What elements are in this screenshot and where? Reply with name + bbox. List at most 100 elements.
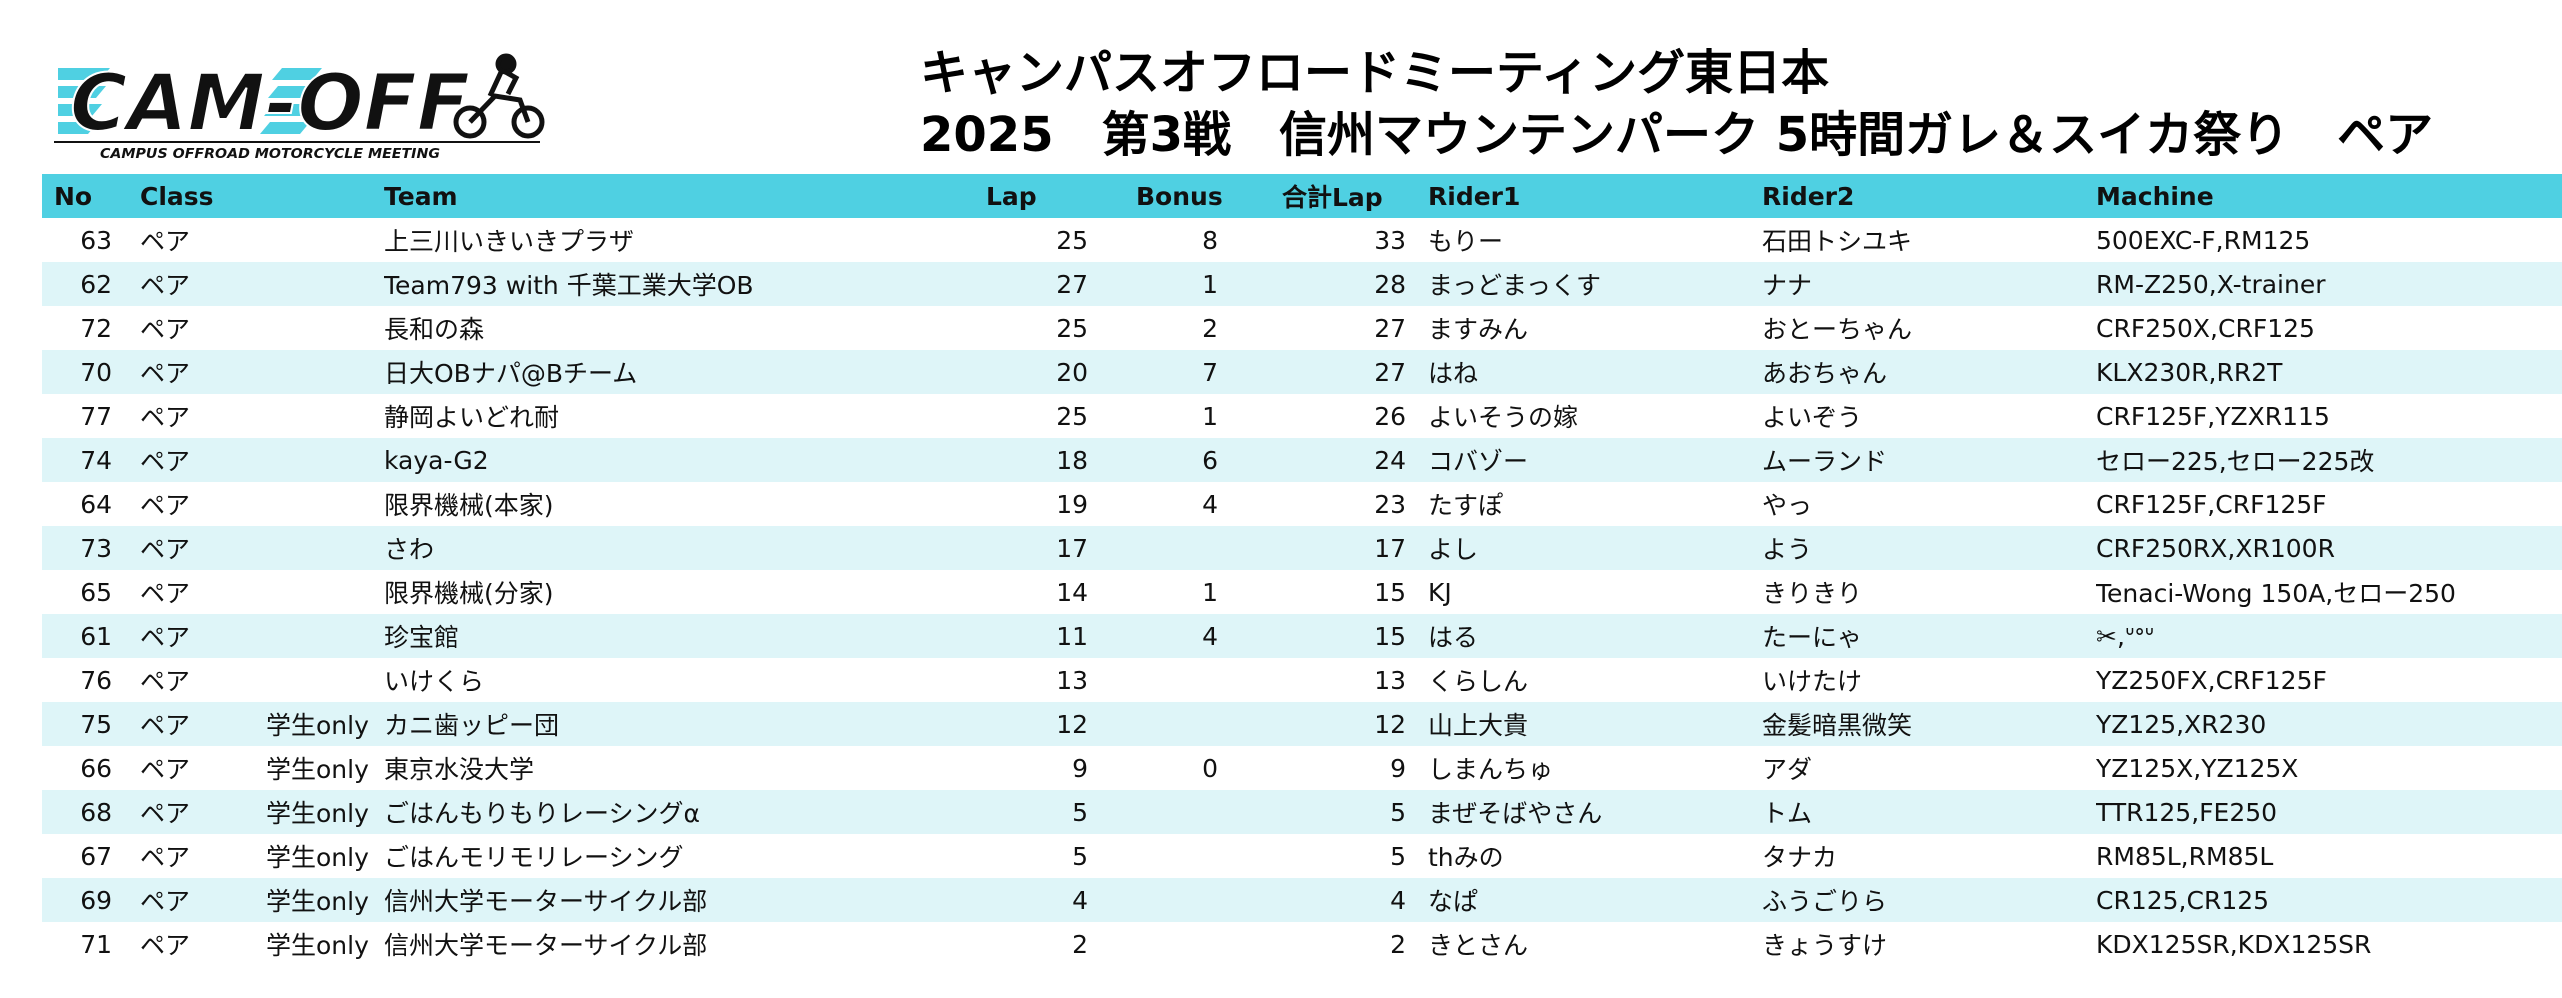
cell-no: 65 — [42, 570, 126, 614]
cell-team: 限界機械(本家) — [384, 482, 940, 526]
cell-class: ペア — [126, 570, 266, 614]
cell-rider2: おとーちゃん — [1762, 306, 2096, 350]
cell-total-lap: 15 — [1278, 570, 1414, 614]
table-row: 70 ペア 日大OBナパ@Bチーム 20 7 27 はね あおちゃん KLX230R,RR2T — [42, 350, 2562, 394]
cell-lap: 12 — [940, 702, 1118, 746]
page-subtitle: 2025 第3戦 信州マウンテンパーク 5時間ガレ＆スイカ祭り ペア — [920, 107, 2434, 163]
cell-subclass — [266, 658, 384, 702]
cell-rider2: 石田トシユキ — [1762, 218, 2096, 262]
cell-lap: 9 — [940, 746, 1118, 790]
cell-class: ペア — [126, 790, 266, 834]
cell-total-lap: 27 — [1278, 350, 1414, 394]
table-row: 74 ペア kaya-G2 18 6 24 コバゾー ムーランド セロー225,セロー225改 — [42, 438, 2562, 482]
cell-rider1: よし — [1414, 526, 1762, 570]
cell-total-lap: 28 — [1278, 262, 1414, 306]
cell-rider1: KJ — [1414, 570, 1762, 614]
cell-total-lap: 27 — [1278, 306, 1414, 350]
cell-rider2: ナナ — [1762, 262, 2096, 306]
logo-wordmark: CAM-OFF — [70, 59, 470, 149]
cell-rider1: なぱ — [1414, 878, 1762, 922]
logo-tagline: CAMPUS OFFROAD MOTORCYCLE MEETING — [100, 147, 440, 162]
col-header-machine: Machine — [2096, 174, 2562, 218]
cell-lap: 11 — [940, 614, 1118, 658]
cell-subclass — [266, 482, 384, 526]
cell-machine: YZ125X,YZ125X — [2096, 746, 2562, 790]
cell-rider2: よう — [1762, 526, 2096, 570]
cell-team: ごはんモリモリレーシング — [384, 834, 940, 878]
cell-no: 70 — [42, 350, 126, 394]
cell-subclass: 学生only — [266, 834, 384, 878]
cell-bonus: 2 — [1118, 306, 1278, 350]
logo-stripes — [58, 68, 322, 134]
cell-rider2: いけたけ — [1762, 658, 2096, 702]
cell-subclass — [266, 394, 384, 438]
cell-rider2: タナカ — [1762, 834, 2096, 878]
cell-lap: 4 — [940, 878, 1118, 922]
cell-machine: YZ250FX,CRF125F — [2096, 658, 2562, 702]
cell-rider1: まっどまっくす — [1414, 262, 1762, 306]
cell-bonus — [1118, 878, 1278, 922]
cell-class: ペア — [126, 350, 266, 394]
col-header-rider2: Rider2 — [1762, 174, 2096, 218]
cell-subclass — [266, 262, 384, 306]
cell-total-lap: 33 — [1278, 218, 1414, 262]
cell-no: 69 — [42, 878, 126, 922]
cell-rider2: 金髪暗黒微笑 — [1762, 702, 2096, 746]
cell-machine: ✂︎,ᐡᐤᐡ — [2096, 614, 2562, 658]
cell-rider1: よいそうの嫁 — [1414, 394, 1762, 438]
cell-total-lap: 9 — [1278, 746, 1414, 790]
cell-team: カニ歯ッピー団 — [384, 702, 940, 746]
cell-no: 68 — [42, 790, 126, 834]
col-header-subclass — [266, 174, 384, 218]
cell-class: ペア — [126, 218, 266, 262]
table-row: 73 ペア さわ 17 17 よし よう CRF250RX,XR100R — [42, 526, 2562, 570]
cell-total-lap: 13 — [1278, 658, 1414, 702]
cell-lap: 25 — [940, 306, 1118, 350]
cell-rider2: トム — [1762, 790, 2096, 834]
cell-bonus: 1 — [1118, 262, 1278, 306]
table-row: 71 ペア 学生only 信州大学モーターサイクル部 2 2 きとさん きょうすけ KDX125… — [42, 922, 2562, 966]
col-header-bonus: Bonus — [1118, 174, 1278, 218]
cell-team: 上三川いきいきプラザ — [384, 218, 940, 262]
cell-machine: Tenaci-Wong 150A,セロー250 — [2096, 570, 2562, 614]
cell-subclass: 学生only — [266, 746, 384, 790]
cell-bonus: 4 — [1118, 482, 1278, 526]
cell-no: 76 — [42, 658, 126, 702]
table-row: 63 ペア 上三川いきいきプラザ 25 8 33 もりー 石田トシユキ 500EXC-F,RM1… — [42, 218, 2562, 262]
cell-total-lap: 17 — [1278, 526, 1414, 570]
cell-bonus — [1118, 702, 1278, 746]
cell-bonus: 4 — [1118, 614, 1278, 658]
table-body: 63 ペア 上三川いきいきプラザ 25 8 33 もりー 石田トシユキ 500EXC-F,RM1… — [42, 218, 2562, 966]
cell-bonus: 7 — [1118, 350, 1278, 394]
cell-total-lap: 24 — [1278, 438, 1414, 482]
cell-rider2: ムーランド — [1762, 438, 2096, 482]
cell-subclass: 学生only — [266, 702, 384, 746]
cell-lap: 14 — [940, 570, 1118, 614]
cell-rider2: よいぞう — [1762, 394, 2096, 438]
cell-class: ペア — [126, 394, 266, 438]
cell-machine: セロー225,セロー225改 — [2096, 438, 2562, 482]
cell-class: ペア — [126, 834, 266, 878]
cell-subclass: 学生only — [266, 790, 384, 834]
table-header-row: No Class Team Lap Bonus 合計Lap Rider1 Rid… — [42, 174, 2562, 218]
cell-subclass: 学生only — [266, 922, 384, 966]
cell-rider1: コバゾー — [1414, 438, 1762, 482]
cell-lap: 17 — [940, 526, 1118, 570]
cell-class: ペア — [126, 922, 266, 966]
cell-team: ごはんもりもりレーシングα — [384, 790, 940, 834]
cell-class: ペア — [126, 702, 266, 746]
cell-lap: 5 — [940, 790, 1118, 834]
cell-rider1: しまんちゅ — [1414, 746, 1762, 790]
cell-no: 61 — [42, 614, 126, 658]
cell-lap: 20 — [940, 350, 1118, 394]
table-row: 64 ペア 限界機械(本家) 19 4 23 たすぽ やっ CRF125F,CRF125F — [42, 482, 2562, 526]
cell-total-lap: 5 — [1278, 834, 1414, 878]
cell-rider1: きとさん — [1414, 922, 1762, 966]
cell-lap: 19 — [940, 482, 1118, 526]
col-header-team: Team — [384, 174, 940, 218]
cell-bonus: 1 — [1118, 570, 1278, 614]
cell-total-lap: 23 — [1278, 482, 1414, 526]
cell-rider2: たーにゃ — [1762, 614, 2096, 658]
cell-total-lap: 4 — [1278, 878, 1414, 922]
table-row: 75 ペア 学生only カニ歯ッピー団 12 12 山上大貴 金髪暗黒微笑 YZ125,XR2… — [42, 702, 2562, 746]
